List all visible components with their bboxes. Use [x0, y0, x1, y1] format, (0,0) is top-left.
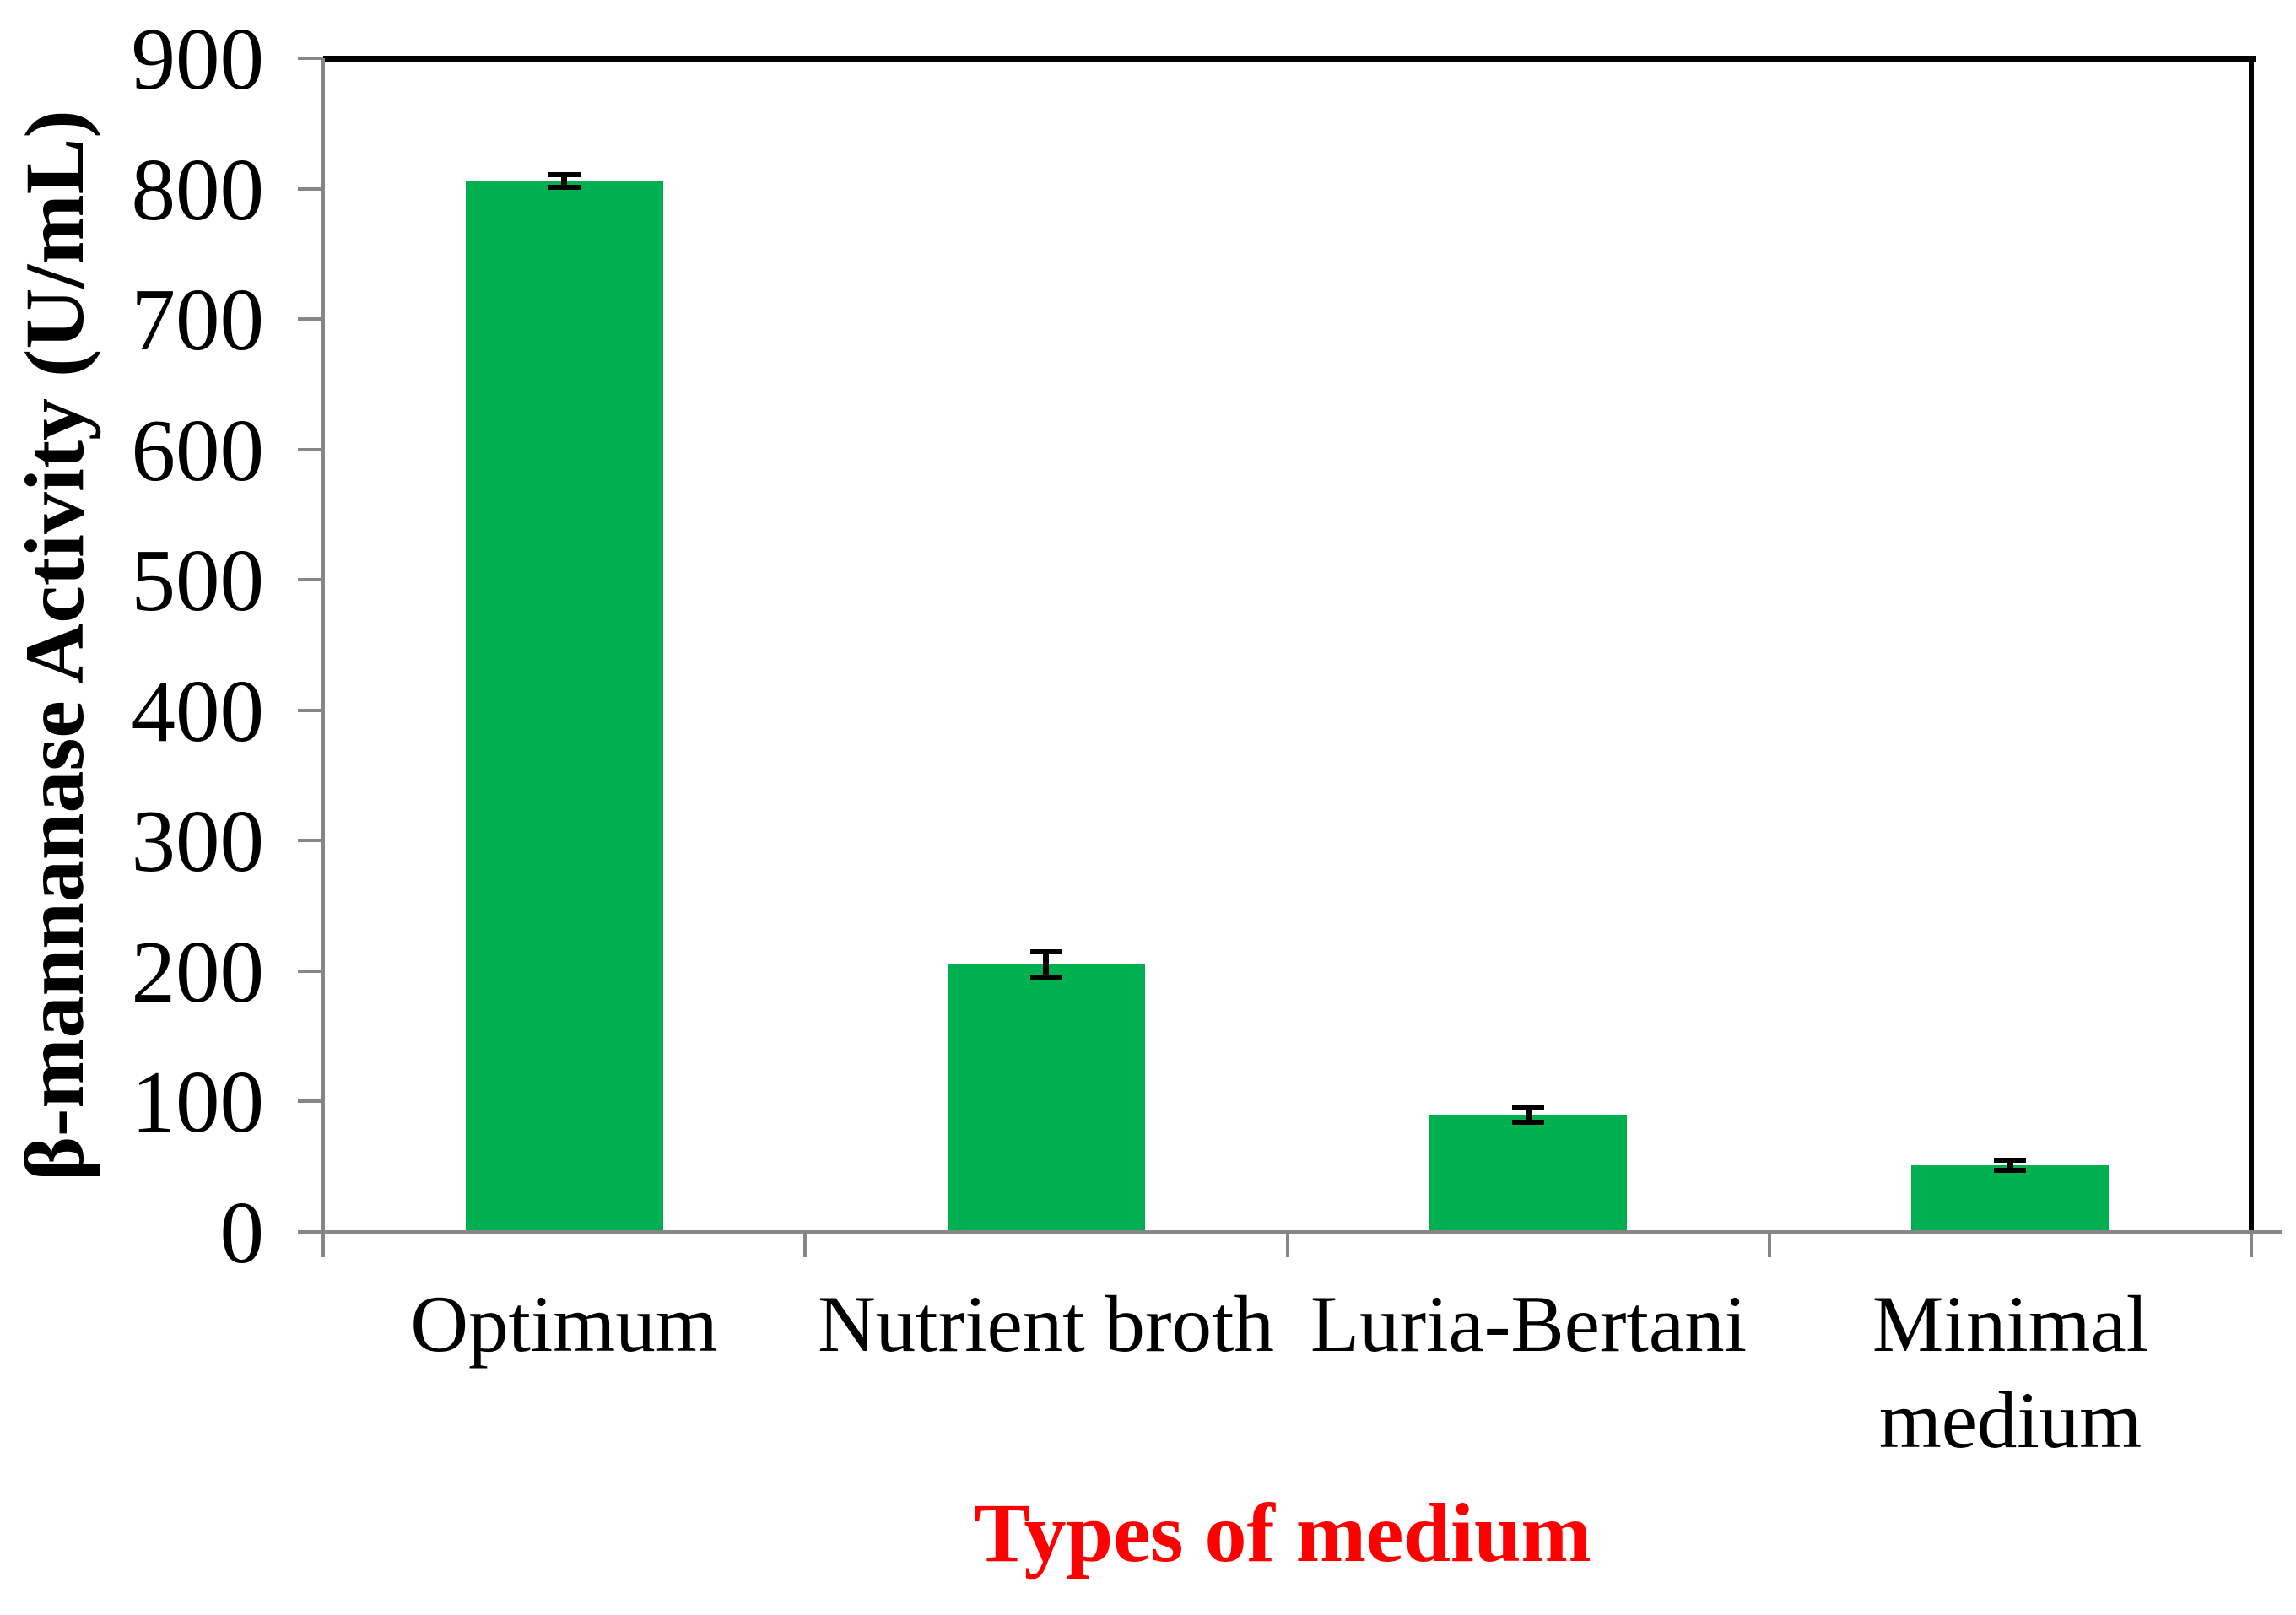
error-bar-line-luria-bertani	[1526, 1107, 1532, 1123]
y-tick-label-700: 700	[131, 270, 265, 369]
bar-optimum	[466, 181, 663, 1230]
bar-minimal-medium	[1911, 1165, 2109, 1230]
x-category-label-luria-bertani: Luria-Bertani	[1310, 1279, 1747, 1369]
y-tick-300	[298, 839, 323, 842]
y-tick-200	[298, 970, 323, 973]
x-axis-title: Types of medium	[974, 1486, 1591, 1580]
error-bar-cap-bottom-minimal-medium	[1994, 1168, 2026, 1173]
x-category-label-minimal-medium: Minimal medium	[1872, 1279, 2149, 1465]
error-bar-cap-top-optimum	[548, 172, 581, 177]
y-tick-label-0: 0	[219, 1183, 265, 1282]
bar-nutrient-broth	[948, 964, 1145, 1230]
y-tick-label-100: 100	[131, 1052, 265, 1151]
y-tick-100	[298, 1099, 323, 1103]
y-tick-label-800: 800	[131, 140, 265, 239]
plot-border-top	[323, 56, 2256, 62]
y-tick-label-600: 600	[131, 401, 265, 500]
error-bar-cap-top-nutrient-broth	[1030, 949, 1062, 954]
bar-luria-bertani	[1429, 1115, 1627, 1230]
error-bar-line-nutrient-broth	[1043, 952, 1049, 978]
x-tick-1	[803, 1232, 807, 1257]
y-tick-600	[298, 448, 323, 451]
y-tick-label-300: 300	[131, 791, 265, 890]
y-tick-0	[298, 1230, 323, 1234]
x-category-label-nutrient-broth: Nutrient broth	[818, 1279, 1274, 1369]
x-tick-0	[321, 1232, 325, 1257]
y-tick-400	[298, 709, 323, 712]
plot-border-right	[2249, 58, 2254, 1232]
error-bar-cap-top-luria-bertani	[1512, 1105, 1544, 1110]
y-tick-label-900: 900	[131, 9, 265, 108]
y-tick-500	[298, 578, 323, 581]
x-tick-4	[2250, 1232, 2253, 1257]
x-category-label-optimum: Optimum	[410, 1279, 718, 1369]
y-tick-900	[298, 57, 323, 60]
y-tick-700	[298, 317, 323, 321]
y-tick-label-500: 500	[131, 531, 265, 629]
y-tick-label-200: 200	[131, 922, 265, 1021]
error-bar-cap-top-minimal-medium	[1994, 1158, 2026, 1163]
y-axis-title: β-mannanase Activity (U/mL)	[8, 110, 101, 1181]
error-bar-line-minimal-medium	[2007, 1160, 2013, 1170]
x-axis-line	[298, 1230, 2282, 1234]
error-bar-cap-bottom-nutrient-broth	[1030, 975, 1062, 980]
y-tick-label-400: 400	[131, 662, 265, 760]
error-bar-cap-bottom-luria-bertani	[1512, 1120, 1544, 1125]
error-bar-line-optimum	[561, 175, 567, 187]
y-axis-line	[321, 58, 325, 1257]
error-bar-cap-bottom-optimum	[548, 185, 581, 190]
x-tick-3	[1768, 1232, 1771, 1257]
y-tick-800	[298, 187, 323, 191]
x-tick-2	[1286, 1232, 1289, 1257]
